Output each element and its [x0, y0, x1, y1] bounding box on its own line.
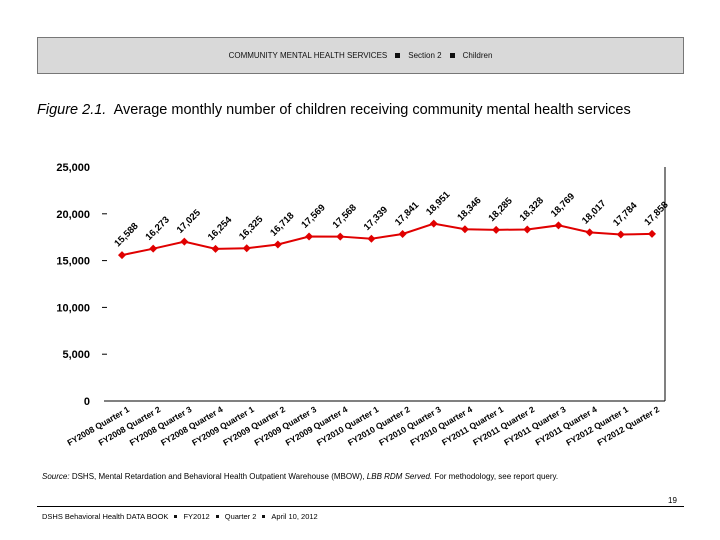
bullet-icon [215, 515, 219, 518]
data-label: 17,569 [299, 202, 327, 230]
section-title: COMMUNITY MENTAL HEALTH SERVICES [228, 51, 388, 60]
data-point [585, 228, 594, 237]
data-point [242, 244, 251, 253]
data-label: 16,273 [144, 214, 172, 242]
data-point [398, 230, 407, 239]
y-tick-label: 10,000 [56, 302, 90, 314]
y-tick-label: 20,000 [56, 209, 90, 221]
figure-title: Figure 2.1. Average monthly number of ch… [37, 101, 677, 120]
data-label: 17,784 [611, 200, 640, 229]
bullet-icon [449, 53, 455, 58]
data-point [367, 234, 376, 243]
data-label: 17,858 [642, 200, 670, 228]
series-line [121, 222, 653, 257]
y-tick-label: 5,000 [62, 349, 90, 361]
data-label: 17,841 [393, 199, 422, 228]
source-text: DSHS, Mental Retardation and Behavioral … [71, 472, 365, 481]
data-point [180, 237, 189, 246]
data-point [523, 225, 532, 234]
data-point [336, 232, 345, 241]
data-label: 18,951 [424, 189, 453, 218]
figure-caption: Average monthly number of children recei… [113, 102, 631, 118]
data-point [648, 229, 656, 238]
data-point [616, 230, 625, 239]
footer: DSHS Behavioral Health DATA BOOK FY2012 … [42, 512, 318, 521]
topic-label: Children [462, 51, 493, 60]
footer-fy: FY2012 [183, 512, 210, 521]
data-point [492, 225, 501, 234]
y-tick-label: 15,000 [56, 256, 90, 268]
data-point [149, 244, 158, 253]
footer-quarter: Quarter 2 [224, 512, 257, 521]
data-label: 18,017 [580, 198, 608, 226]
data-point [429, 219, 438, 228]
data-label: 16,718 [268, 210, 296, 238]
data-label: 18,769 [549, 191, 577, 219]
data-label: 18,346 [455, 195, 483, 223]
data-label: 17,025 [175, 207, 204, 236]
y-tick-label: 0 [84, 396, 90, 408]
data-point [460, 225, 469, 234]
source-prefix: Source: [42, 472, 70, 481]
data-label: 18,285 [486, 195, 515, 224]
data-label: 16,325 [237, 213, 266, 242]
data-point [554, 221, 563, 230]
bullet-icon [174, 515, 178, 518]
source-note: Source: DSHS, Mental Retardation and Beh… [42, 472, 558, 481]
footer-book: DSHS Behavioral Health DATA BOOK [42, 512, 169, 521]
data-label: 17,339 [362, 204, 390, 232]
data-label: 16,254 [206, 214, 235, 243]
bullet-icon [262, 515, 266, 518]
page-number: 19 [668, 496, 677, 505]
data-point [118, 251, 126, 260]
section-label: Section 2 [408, 51, 442, 60]
footer-date: April 10, 2012 [271, 512, 318, 521]
figure-label: Figure 2.1. [37, 102, 107, 118]
footer-rule [37, 506, 684, 507]
bullet-icon [395, 53, 401, 58]
data-label: 15,588 [112, 221, 140, 249]
data-point [305, 232, 314, 241]
data-point [211, 244, 220, 253]
section-header: COMMUNITY MENTAL HEALTH SERVICES Section… [37, 37, 684, 74]
source-italic: LBB RDM Served. [366, 472, 433, 481]
y-tick-label: 25,000 [56, 162, 90, 174]
source-suffix: For methodology, see report query. [434, 472, 559, 481]
data-label: 17,568 [331, 202, 359, 230]
data-point [273, 240, 282, 249]
data-label: 18,328 [518, 195, 546, 223]
